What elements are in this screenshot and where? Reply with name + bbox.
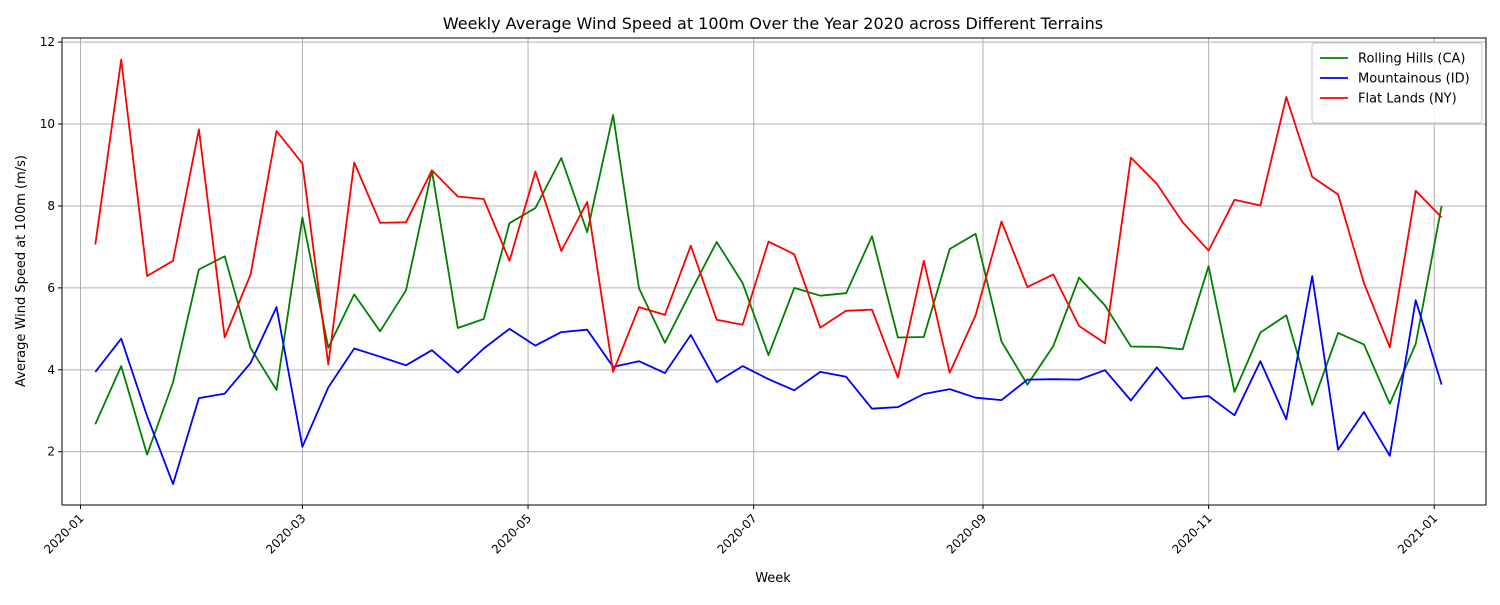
series-line-1 (94, 275, 1443, 486)
x-tick-label: 2020-05 (489, 511, 534, 556)
x-tick-label: 2020-09 (944, 511, 989, 556)
y-tick-label: 8 (47, 199, 55, 213)
x-tick-label: 2021-01 (1395, 511, 1440, 556)
x-tick-label: 2020-03 (263, 511, 308, 556)
x-tick-label: 2020-01 (41, 511, 86, 556)
y-tick-label: 12 (40, 35, 55, 49)
legend: Rolling Hills (CA) Mountainous (ID) Flat L… (1311, 42, 1483, 124)
plot-frame (61, 37, 1487, 506)
x-axis-label: Week (755, 571, 791, 586)
series-line-2 (94, 58, 1443, 379)
y-axis-ticks: 2 4 6 8 10 12 (40, 35, 62, 459)
x-tick-label: 2020-07 (714, 511, 759, 556)
x-axis-ticks: 2020-01 2020-03 2020-05 2020-07 2020-09 2020-… (41, 505, 1440, 557)
grid (62, 38, 1486, 505)
y-tick-label: 4 (47, 363, 55, 377)
x-tick-label: 2020-11 (1169, 511, 1214, 556)
legend-label: Rolling Hills (CA) (1358, 52, 1466, 67)
y-tick-label: 6 (47, 281, 55, 295)
legend-label: Mountainous (ID) (1358, 72, 1470, 87)
chart-title: Weekly Average Wind Speed at 100m Over t… (443, 14, 1103, 33)
legend-box (1311, 42, 1483, 124)
y-axis-label: Average Wind Speed at 100m (m/s) (14, 155, 29, 387)
y-tick-label: 2 (47, 445, 55, 459)
series-lines (94, 58, 1443, 486)
y-tick-label: 10 (40, 117, 55, 131)
legend-label: Flat Lands (NY) (1358, 92, 1457, 107)
